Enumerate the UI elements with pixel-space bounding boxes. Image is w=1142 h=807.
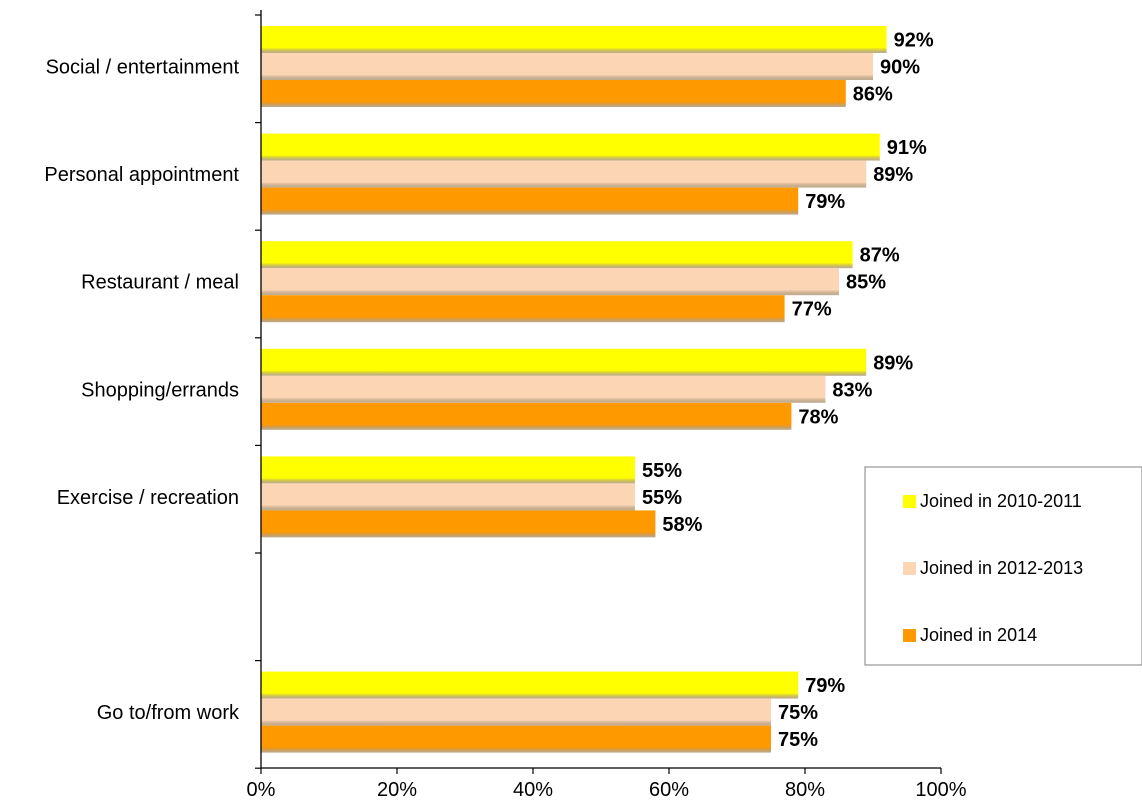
data-label: 78% (798, 406, 838, 428)
data-label: 55% (642, 460, 682, 482)
x-tick-label: 0% (247, 779, 276, 801)
legend-label: Joined in 2014 (920, 625, 1037, 645)
data-label: 90% (880, 57, 920, 79)
legend-swatch (903, 629, 916, 642)
bar-2-7 (261, 698, 771, 726)
legend: Joined in 2010-2011 Joined in 2012-2013 Jo… (864, 466, 1142, 666)
bar-3-2 (261, 187, 799, 215)
data-label: 91% (887, 137, 927, 159)
data-label: 58% (662, 514, 702, 536)
bar-2-3 (261, 268, 839, 296)
bar-1-3 (261, 241, 853, 269)
bar-2-2 (261, 160, 867, 188)
bars-layer (261, 26, 887, 753)
data-label: 75% (778, 729, 818, 751)
data-label: 55% (642, 487, 682, 509)
legend-label: Joined in 2010-2011 (920, 491, 1082, 511)
data-label: 89% (873, 164, 913, 186)
data-label: 89% (873, 352, 913, 374)
data-label: 77% (792, 299, 832, 321)
bar-3-7 (261, 725, 771, 753)
bar-1-7 (261, 671, 799, 699)
data-label: 86% (853, 84, 893, 106)
bar-3-1 (261, 80, 846, 107)
x-tick-label: 40% (513, 779, 553, 801)
bar-1-5 (261, 456, 635, 484)
bar-3-5 (261, 510, 656, 538)
bar-2-5 (261, 483, 635, 511)
axes-layer (255, 10, 942, 774)
data-label: 79% (805, 675, 845, 697)
bar-2-1 (261, 53, 873, 80)
x-tick-label: 20% (377, 779, 417, 801)
data-label: 87% (860, 245, 900, 267)
x-tick-label: 60% (649, 779, 689, 801)
data-label: 92% (894, 30, 934, 52)
labels-layer: 92% 90% 86% Social / entertainment 91% 89% 79%… (44, 30, 966, 802)
bar-1-1 (261, 26, 887, 53)
bar-1-2 (261, 133, 880, 161)
data-label: 75% (778, 702, 818, 724)
data-label: 85% (846, 272, 886, 294)
bar-3-3 (261, 295, 785, 323)
legend-label: Joined in 2012-2013 (920, 558, 1083, 578)
category-label: Personal appointment (44, 164, 239, 186)
category-label: Go to/from work (97, 702, 240, 724)
data-label: 83% (832, 379, 872, 401)
legend-swatch (903, 562, 916, 575)
bar-1-4 (261, 348, 867, 376)
category-label: Restaurant / meal (81, 272, 239, 294)
data-label: 79% (805, 191, 845, 213)
category-label: Exercise / recreation (57, 487, 239, 509)
x-tick-label: 80% (785, 779, 825, 801)
category-label: Shopping/errands (81, 379, 239, 401)
legend-swatch (903, 495, 916, 508)
category-label: Social / entertainment (46, 57, 240, 79)
x-tick-label: 100% (915, 779, 966, 801)
bar-2-4 (261, 375, 826, 403)
bar-3-4 (261, 402, 792, 430)
